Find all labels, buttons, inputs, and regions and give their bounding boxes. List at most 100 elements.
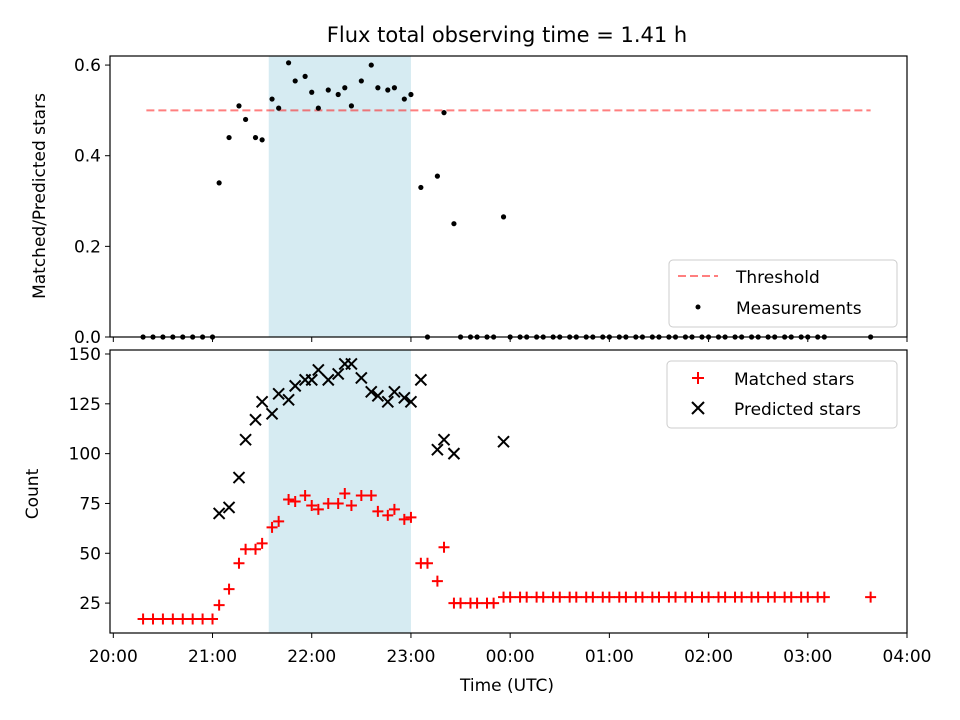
threshold-legend-label: Threshold <box>735 268 820 288</box>
bottom-y-axis: 25 50 75 100 125 150 <box>69 345 110 614</box>
measurement-point <box>276 105 282 111</box>
measurement-point <box>408 91 414 98</box>
x-axis-label: Time (UTC) <box>459 676 554 696</box>
x-tick-label: 20:00 <box>89 647 138 667</box>
predicted-star-marker <box>398 391 411 405</box>
measurement-point <box>451 221 457 227</box>
measurement-point <box>358 78 364 84</box>
predicted-star-marker <box>365 385 378 399</box>
predicted-star-marker <box>371 389 385 403</box>
top-y-tick-label: 0.4 <box>74 147 101 167</box>
measurement-point <box>385 87 391 93</box>
bottom-legend: Matched stars Predicted stars <box>666 360 898 429</box>
matched-star-marker <box>421 557 433 569</box>
matched-star-marker <box>213 599 225 611</box>
bottom-y-tick-label: 75 <box>79 494 101 514</box>
top-plot: 0.0 0.2 0.4 0.6 Matched/Predicted stars Thr… <box>30 55 908 348</box>
matched-star-marker <box>177 613 189 625</box>
measurement-point <box>252 134 259 141</box>
x-tick-label: 23:00 <box>386 647 435 667</box>
matched-star-marker <box>365 489 377 501</box>
matched-star-marker <box>398 513 410 525</box>
matched-star-marker <box>240 543 252 555</box>
matched-star-marker <box>686 591 698 603</box>
matched-star-marker <box>471 597 483 609</box>
matched-star-marker <box>818 591 830 603</box>
x-tick-label: 22:00 <box>287 647 336 667</box>
x-tick-label: 03:00 <box>783 647 832 667</box>
x-tick-label: 21:00 <box>188 647 237 667</box>
predicted-star-marker <box>381 395 395 409</box>
top-axes-frame <box>109 55 908 338</box>
predicted-star-marker <box>355 371 368 385</box>
bottom-y-axis-label: Count <box>23 468 43 519</box>
top-y-tick-label: 0.0 <box>74 328 101 348</box>
predicted-star-marker <box>447 447 461 460</box>
measurement-point <box>269 96 275 102</box>
matched-star-marker <box>670 591 682 603</box>
top-observing-window-span <box>268 56 411 337</box>
measurements-legend-label: Measurements <box>736 299 862 319</box>
matched-star-marker <box>570 591 582 603</box>
x-tick-label: 01:00 <box>585 647 634 667</box>
predicted-star-marker <box>288 379 302 393</box>
predicted-star-marker <box>232 471 246 484</box>
matched-star-marker <box>289 495 301 507</box>
matched-star-marker <box>345 499 357 511</box>
matched-star-marker <box>587 591 599 603</box>
matched-star-marker <box>537 591 549 603</box>
top-y-axis: 0.0 0.2 0.4 0.6 <box>74 56 110 348</box>
predicted-star-marker <box>404 395 418 409</box>
top-legend-box <box>668 259 898 328</box>
matched-star-marker <box>382 509 394 521</box>
predicted-star-marker <box>414 373 428 387</box>
bottom-legend-box <box>666 360 898 429</box>
top-x-ticks <box>112 337 908 342</box>
predicted-stars-legend-swatch <box>691 401 705 415</box>
matched-stars-legend-label: Matched stars <box>734 370 854 390</box>
matched-star-marker <box>769 591 781 603</box>
top-shaded-span-layer <box>268 56 411 337</box>
matched-star-marker <box>736 591 748 603</box>
matched-star-marker <box>405 511 417 523</box>
measurement-point <box>242 116 249 123</box>
chart-title: Flux total observing time = 1.41 h <box>327 23 687 47</box>
x-tick-label: 00:00 <box>486 647 535 667</box>
bottom-y-tick-label: 100 <box>69 445 101 465</box>
bottom-axes-frame <box>109 349 908 634</box>
measurement-point <box>302 73 308 79</box>
matched-star-marker <box>332 497 344 509</box>
measurement-point <box>342 85 348 91</box>
matched-star-marker <box>207 613 219 625</box>
matched-star-marker <box>719 591 731 603</box>
bottom-y-tick-label: 50 <box>79 544 101 564</box>
matched-star-marker <box>250 543 262 555</box>
predicted-star-marker <box>282 393 295 407</box>
measurement-point <box>434 173 440 179</box>
matched-star-marker <box>266 521 278 533</box>
matched-star-marker <box>233 557 245 569</box>
x-tick-label: 04:00 <box>883 647 932 667</box>
matched-stars-markers-layer <box>137 487 877 625</box>
matched-star-marker <box>785 591 797 603</box>
predicted-star-marker <box>222 501 236 514</box>
measurement-point <box>236 103 242 109</box>
predicted-star-marker <box>312 363 325 377</box>
matched-star-marker <box>388 503 400 515</box>
matched-star-marker <box>223 583 235 595</box>
top-y-tick-label: 0.6 <box>74 56 101 76</box>
top-y-axis-label: Matched/Predicted stars <box>30 93 50 299</box>
matched-star-marker <box>504 591 516 603</box>
matched-star-marker <box>322 497 334 509</box>
matched-star-marker <box>372 505 384 517</box>
measurement-point <box>348 103 355 109</box>
matched-star-marker <box>554 591 566 603</box>
bottom-plot: 25 50 75 100 125 150 20:00 21:00 22:00 23:00 00:0… <box>23 345 932 696</box>
predicted-star-marker <box>431 443 444 456</box>
measurement-point <box>335 91 341 98</box>
measurement-point <box>309 89 315 95</box>
matched-star-marker <box>636 591 648 603</box>
bottom-observing-window-span <box>268 350 411 633</box>
matched-star-marker <box>703 591 715 603</box>
